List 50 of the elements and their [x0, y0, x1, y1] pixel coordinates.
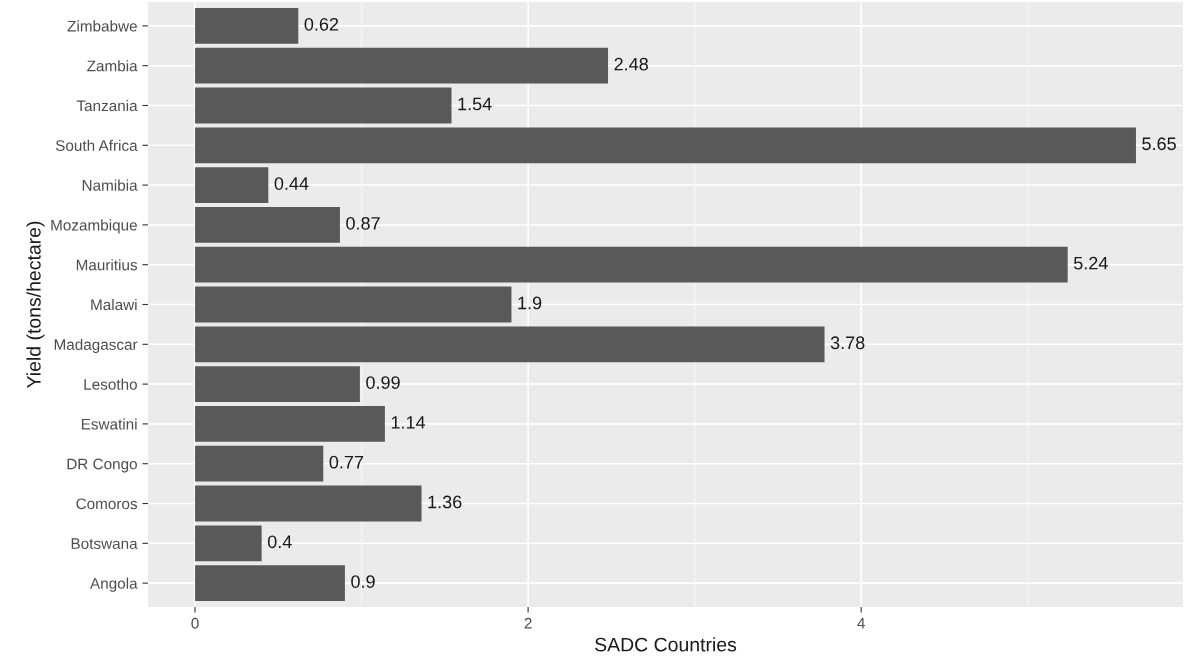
bar	[195, 206, 340, 243]
data-label: 1.36	[428, 495, 462, 509]
y-tick-label: Angola	[90, 577, 138, 592]
data-label: 0.4	[267, 535, 292, 549]
data-label: 1.9	[518, 296, 542, 310]
data-label: 3.78	[830, 336, 865, 350]
bar	[195, 326, 825, 363]
data-label: 0.87	[346, 216, 380, 230]
bar	[195, 366, 360, 403]
bar	[195, 565, 345, 602]
data-label: 0.62	[304, 17, 339, 31]
y-axis-title: Yield (tons/hectare)	[26, 221, 45, 388]
x-tick-label: 0	[191, 617, 199, 629]
y-tick-label: Madagascar	[54, 338, 138, 354]
x-axis-title: SADC Countries	[595, 637, 737, 652]
bar	[195, 485, 422, 522]
y-tick-label: Tanzania	[76, 99, 138, 112]
y-tick-label: Malawi	[91, 298, 137, 311]
y-tick-label: Mauritius	[76, 259, 138, 271]
y-tick-label: Comoros	[76, 498, 138, 510]
data-label: 0.99	[366, 376, 400, 389]
data-label: 5.24	[1073, 256, 1108, 270]
bar	[195, 445, 324, 482]
bar	[195, 525, 262, 562]
x-tick-label: 4	[857, 617, 865, 629]
y-tick-label: Zimbabwe	[67, 20, 137, 32]
y-tick-label: Botswana	[71, 538, 138, 549]
bar	[195, 167, 269, 203]
bar	[195, 406, 385, 442]
bar	[195, 87, 452, 124]
y-tick-label: DR Congo	[67, 458, 137, 473]
y-tick-label: Eswatini	[81, 418, 137, 430]
data-label: 0.77	[329, 455, 364, 469]
y-tick-label: Zambia	[87, 60, 138, 72]
y-tick-label: Namibia	[82, 179, 138, 191]
data-label: 2.48	[614, 57, 648, 71]
bar	[195, 286, 512, 323]
data-label: 0.9	[351, 575, 375, 588]
y-tick-label: Mozambique	[51, 219, 137, 234]
y-tick-label: Lesotho	[84, 378, 137, 390]
bar	[195, 7, 299, 44]
bar	[195, 47, 609, 84]
data-label: 1.14	[391, 416, 426, 429]
data-label: 5.65	[1142, 137, 1176, 151]
bar	[195, 246, 1068, 283]
data-label: 0.44	[274, 177, 309, 190]
data-label: 1.54	[458, 97, 492, 111]
bar	[195, 127, 1136, 164]
y-tick-label: South Africa	[55, 139, 138, 151]
x-tick-label: 2	[524, 617, 532, 629]
